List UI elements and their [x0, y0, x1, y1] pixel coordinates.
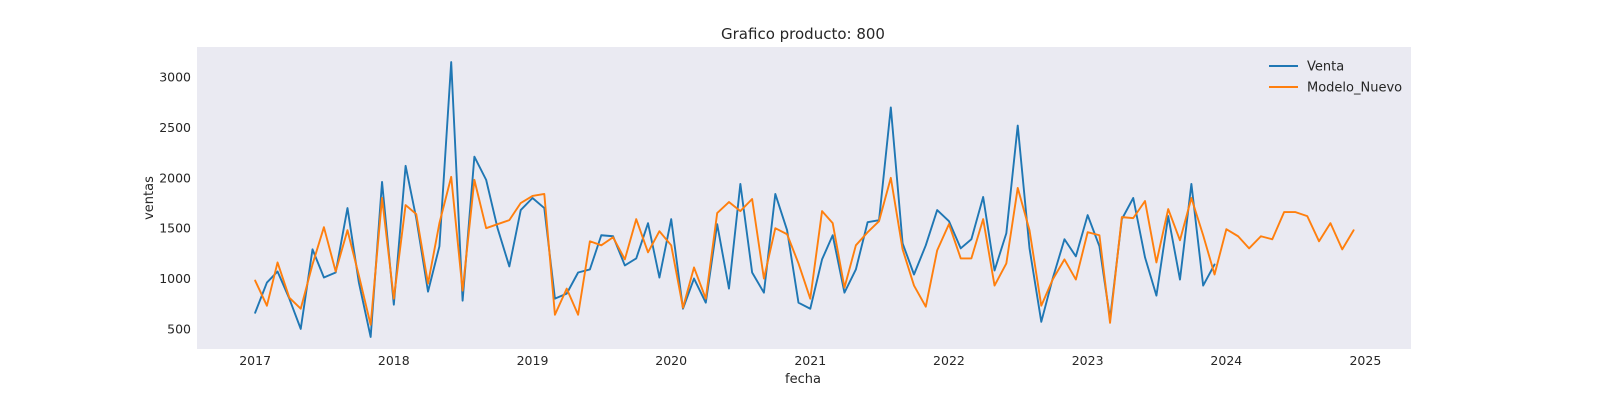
- x-tick-label: 2021: [794, 353, 826, 368]
- legend: Venta Modelo_Nuevo: [1269, 60, 1402, 96]
- x-axis-title: fecha: [785, 372, 821, 387]
- x-tick-label: 2018: [378, 353, 410, 368]
- y-tick-label: 1500: [159, 221, 191, 236]
- x-tick-label: 2020: [655, 353, 687, 368]
- y-tick-label: 500: [167, 321, 191, 336]
- x-tick-label: 2022: [933, 353, 965, 368]
- y-tick-label: 2500: [159, 120, 191, 135]
- plot-area: [197, 47, 1411, 349]
- y-tick-label: 3000: [159, 70, 191, 85]
- x-axis: 2017 2018 2019 2020 2021 2022 2023 2024 2025: [239, 353, 1381, 368]
- legend-label: Modelo_Nuevo: [1307, 81, 1402, 96]
- legend-label: Venta: [1307, 60, 1344, 75]
- x-tick-label: 2019: [517, 353, 549, 368]
- series-layer: [254, 61, 1355, 338]
- x-tick-label: 2017: [239, 353, 271, 368]
- x-tick-label: 2023: [1072, 353, 1104, 368]
- y-tick-label: 1000: [159, 271, 191, 286]
- chart-title: Grafico producto: 800: [721, 25, 885, 43]
- series-line-venta: [254, 61, 1216, 338]
- x-tick-label: 2024: [1210, 353, 1242, 368]
- y-axis-title: ventas: [142, 176, 157, 220]
- series-line-modelo-nuevo: [254, 175, 1355, 326]
- y-axis: 500 1000 1500 2000 2500 3000: [159, 70, 191, 337]
- x-tick-label: 2025: [1349, 353, 1381, 368]
- y-tick-label: 2000: [159, 170, 191, 185]
